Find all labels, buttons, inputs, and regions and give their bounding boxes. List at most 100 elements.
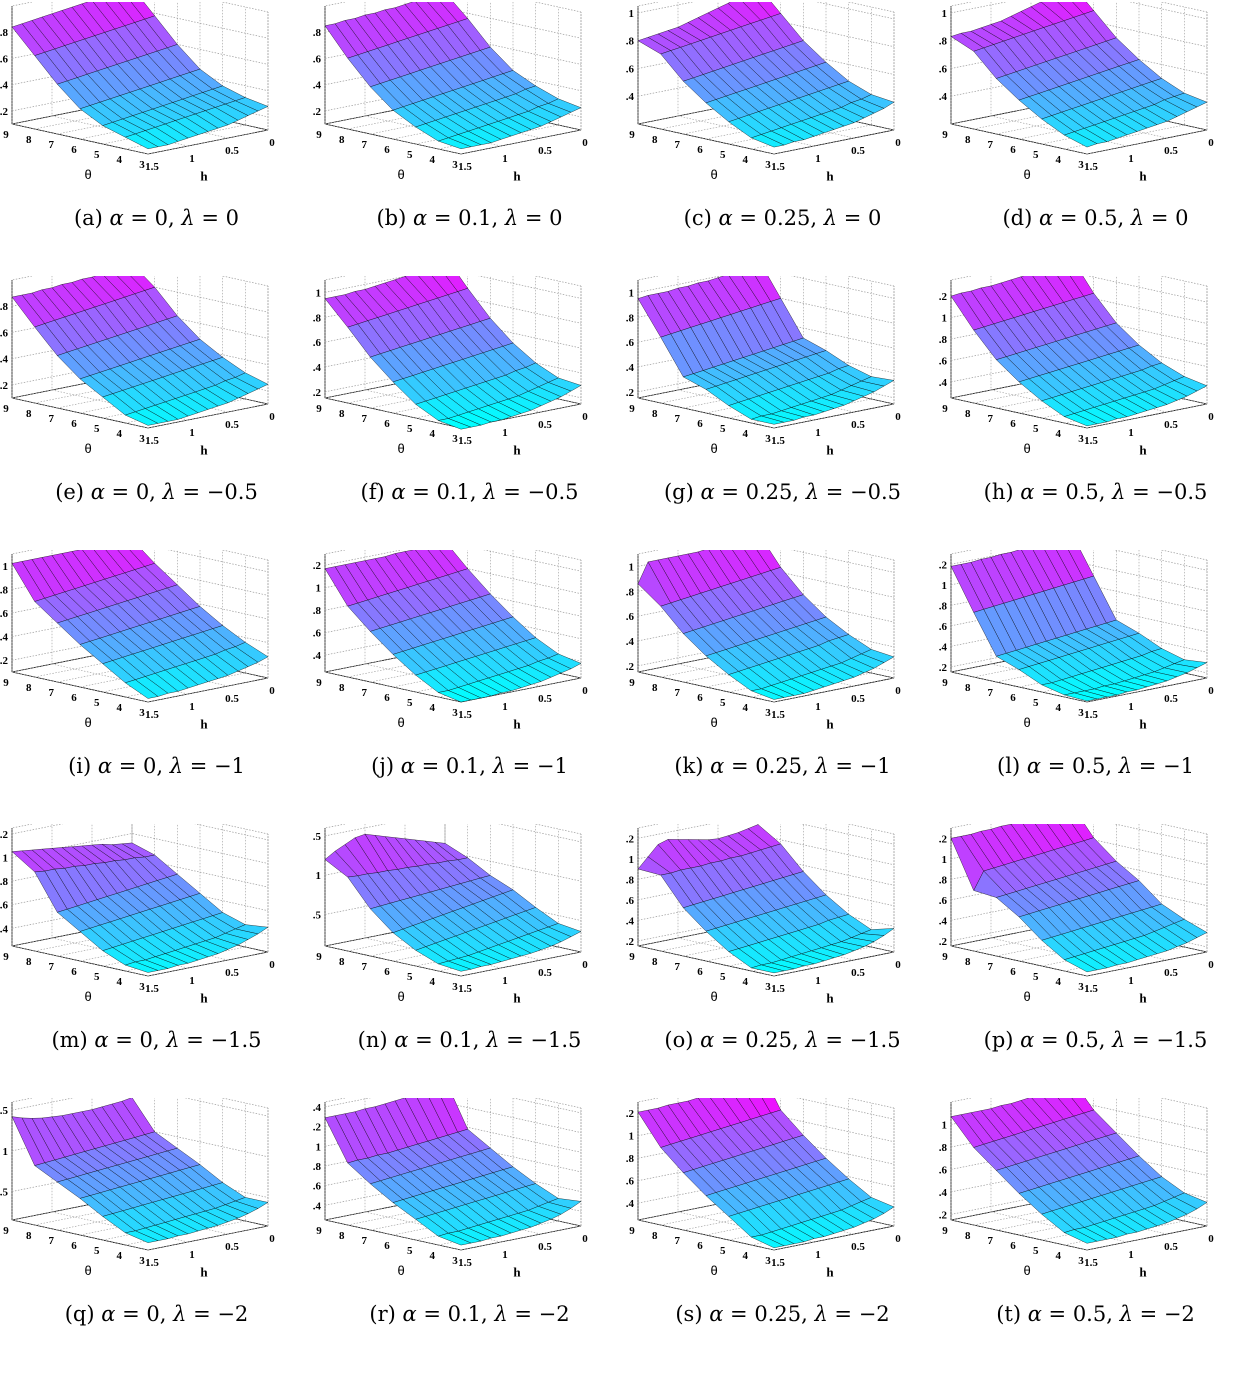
theta-gridline	[57, 824, 178, 957]
h-axis-label: h	[513, 716, 521, 731]
caption-lambda-symbol: λ	[1119, 1302, 1133, 1326]
h-tick-label: 1	[815, 975, 821, 987]
theta-tick-label: 7	[362, 139, 368, 151]
h-tick-label: 0.5	[1164, 419, 1178, 431]
theta-gridline	[34, 1098, 155, 1226]
surface-mesh	[11, 2, 269, 150]
theta-tick-label: 7	[675, 687, 681, 699]
caption-panel-letter: (c)	[683, 206, 719, 230]
h-tick-label: 0	[1208, 685, 1214, 697]
caption-lambda-symbol: λ	[181, 206, 195, 230]
h-tick-label: 0.5	[851, 145, 865, 157]
caption-j: (j) α = 0.1, λ = −1	[313, 754, 626, 778]
axes-edge-top	[11, 1098, 34, 1103]
caption-panel-letter: (i)	[68, 754, 98, 778]
caption-alpha-value: = 0,	[104, 480, 163, 504]
caption-lambda-value: = −1	[1132, 754, 1194, 778]
theta-gridline	[1086, 12, 1208, 155]
caption-b: (b) α = 0.1, λ = 0	[313, 206, 626, 230]
h-axis-label: h	[1139, 716, 1147, 731]
h-tick-label: 1.5	[145, 435, 159, 447]
theta-gridline	[1064, 7, 1185, 150]
theta-axis-label: θ	[84, 989, 91, 1004]
z-tick-label: 0.8	[0, 301, 9, 313]
theta-gridline	[1086, 286, 1208, 429]
z-tick-label: 1.5	[0, 1105, 9, 1117]
theta-tick-label: 9	[629, 129, 635, 141]
caption-lambda-value: = −2	[827, 1302, 890, 1326]
caption-lambda-value: = −1	[505, 754, 568, 778]
theta-gridline	[438, 555, 559, 698]
theta-gridline	[1018, 2, 1140, 140]
surface-plot-a: 0.20.40.60.81.510.509876543hθMSE	[0, 2, 275, 183]
theta-tick-label: 6	[1010, 692, 1016, 704]
h-tick-label: 0	[582, 1233, 588, 1245]
theta-tick-label: 6	[697, 144, 703, 156]
z-tick-label: 0.4	[939, 377, 948, 389]
h-tick-label: 1.5	[771, 983, 785, 995]
surface-patch	[437, 137, 472, 150]
theta-gridline	[773, 286, 895, 429]
theta-gridline	[125, 555, 246, 698]
caption-e: (e) α = 0, λ = −0.5	[0, 480, 313, 504]
caption-alpha-value: = 0.25,	[714, 480, 806, 504]
z-tick-label: 1.5	[313, 831, 322, 843]
z-tick-label: 0.8	[313, 312, 322, 324]
axes-edge-top	[221, 550, 269, 561]
theta-tick-label: 6	[1010, 1240, 1016, 1252]
theta-tick-label: 4	[117, 976, 123, 988]
subplot-n: 0.511.51.510.509876543hθMSE(n) α = 0.1, …	[313, 824, 626, 1098]
caption-alpha-symbol: α	[1026, 754, 1042, 778]
h-tick-label: 1	[815, 701, 821, 713]
theta-tick-label: 3	[1078, 159, 1084, 171]
theta-tick-label: 5	[94, 149, 100, 161]
h-tick-label: 1.5	[145, 983, 159, 995]
h-tick-label: 1.5	[458, 983, 472, 995]
h-tick-label: 1.5	[1084, 709, 1098, 721]
theta-tick-label: 3	[452, 433, 458, 445]
theta-gridline	[683, 276, 804, 409]
surface-mesh	[950, 276, 1208, 427]
surface-patch	[437, 1232, 472, 1246]
h-tick-label: 1	[1128, 1249, 1134, 1261]
theta-gridline	[1064, 555, 1185, 698]
z-tick-label: 1	[942, 854, 948, 866]
theta-tick-label: 3	[765, 159, 771, 171]
caption-panel-letter: (d)	[1002, 206, 1039, 230]
surface-mesh	[11, 1098, 269, 1243]
z-tick-label: 1	[3, 561, 9, 573]
z-tick-label: 0.4	[626, 1198, 635, 1210]
h-axis-label: h	[826, 442, 834, 457]
surface-patch	[124, 961, 159, 973]
z-tick-label: 0.6	[939, 895, 948, 907]
theta-tick-label: 3	[1078, 433, 1084, 445]
h-tick-label: 0	[582, 137, 588, 149]
theta-tick-label: 9	[942, 1225, 948, 1237]
axes-edge-top	[534, 550, 582, 561]
theta-tick-label: 8	[26, 134, 32, 146]
theta-axis-label: θ	[397, 715, 404, 730]
surface-plot-c: 0.40.60.811.510.509876543hθMSE	[626, 2, 901, 183]
z-tick-label: 0.4	[626, 362, 635, 374]
theta-gridline	[1041, 1098, 1162, 1241]
h-tick-label: 0.5	[538, 1241, 552, 1253]
z-tick-label: 0.6	[939, 621, 948, 633]
theta-axis-label: θ	[710, 1263, 717, 1278]
z-tick-label: 0.4	[939, 915, 948, 927]
h-tick-label: 0.5	[538, 145, 552, 157]
z-tick-label: 0.8	[313, 1161, 322, 1173]
z-tick-label: 0.2	[626, 387, 635, 399]
subplot-m: 0.40.60.811.21.510.509876543hθMSE(m) α =…	[0, 824, 313, 1098]
theta-tick-label: 9	[316, 1225, 322, 1237]
surface-mesh	[637, 550, 895, 700]
caption-lambda-symbol: λ	[492, 754, 506, 778]
caption-panel-letter: (o)	[664, 1028, 701, 1052]
h-tick-label: 0.5	[1164, 967, 1178, 979]
theta-gridline	[79, 276, 201, 414]
theta-gridline	[370, 276, 491, 409]
caption-alpha-value: = 0.5,	[1034, 1028, 1113, 1052]
surface-patch	[437, 960, 472, 972]
surface-mesh	[11, 276, 269, 426]
z-tick-label: 1.2	[626, 833, 635, 845]
caption-alpha-symbol: α	[700, 1028, 715, 1052]
